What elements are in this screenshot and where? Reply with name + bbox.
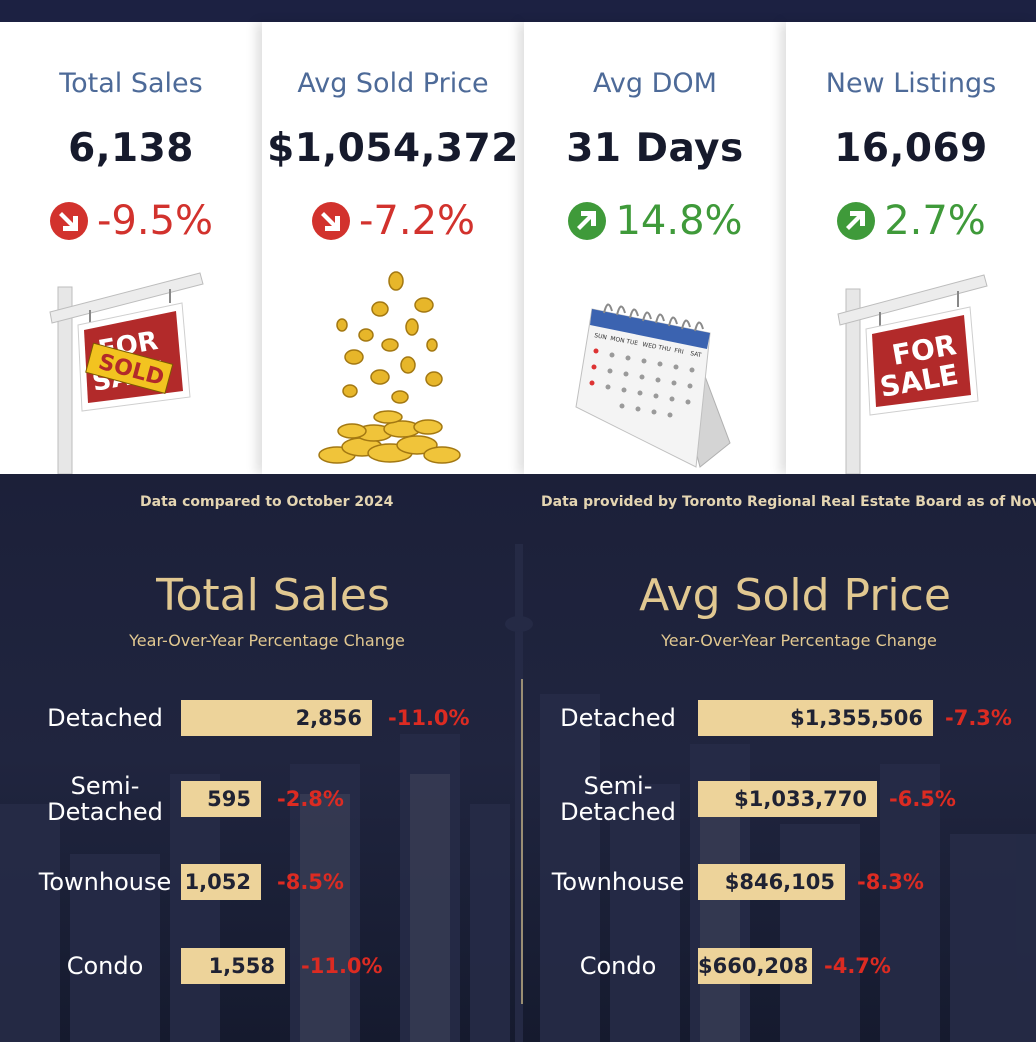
bar-change-label: -2.8% [277,787,344,811]
calendar-day-label: WED [642,341,658,351]
kpi-change-value: 2.7% [884,198,986,244]
kpi-card-avg-dom: Avg DOM 31 Days 14.8% SUN [524,22,786,474]
kpi-change: -7.2% [262,198,524,244]
bar: 2,856 [181,700,372,736]
bar-change-label: -8.5% [277,870,344,894]
kpi-value: 6,138 [68,126,194,171]
calendar-day-label: MON [610,335,625,345]
bar-category-label: Condo [66,952,144,980]
kpi-card-total-sales: Total Sales 6,138 -9.5% FOR SALE SOL [0,22,262,475]
bar-category-label: Townhouse [551,868,685,896]
bar-category-label: Semi- Detached [47,772,163,826]
bar-change-label: -7.3% [945,706,1012,730]
kpi-label: Total Sales [59,68,203,99]
kpi-change-value: -9.5% [96,198,214,244]
for-sale-illustration: FOR SALE [786,267,1036,475]
avg-price-chart-title: Avg Sold Price [639,570,951,621]
avg-price-chart-subtitle: Year-Over-Year Percentage Change [661,631,937,650]
down-arrow-icon [49,202,88,240]
breakdown-section: Data compared to October 2024 Data provi… [0,474,1036,1042]
sold-sign-illustration: FOR SALE SOLD [0,267,262,475]
calendar-illustration: SUN MON TUE WED THU FRI SAT [524,267,786,474]
kpi-label: Avg Sold Price [297,68,489,99]
up-arrow-icon [837,202,876,240]
down-arrow-icon [311,202,350,240]
for-sale-sign-icon: FOR SALE [837,274,988,475]
top-bar [0,0,1036,22]
bar: $846,105 [698,864,845,900]
total-sales-chart-subtitle: Year-Over-Year Percentage Change [129,631,405,650]
kpi-label: New Listings [825,68,997,99]
city-skyline-background [0,544,1036,1042]
bar-change-label: -11.0% [301,954,383,978]
bar-category-label: Condo [579,952,657,980]
kpi-value: 31 Days [566,126,744,171]
kpi-change-value: -7.2% [358,198,476,244]
kpi-change: 14.8% [524,198,786,244]
bar-change-label: -8.3% [857,870,924,894]
calendar-icon: SUN MON TUE WED THU FRI SAT [575,303,731,468]
bar-change-label: -11.0% [388,706,470,730]
kpi-change: -9.5% [0,198,262,244]
panel-divider [521,679,523,1004]
bar: 1,558 [181,948,285,984]
bar: $1,355,506 [698,700,933,736]
calendar-day-label: SUN [594,332,608,341]
calendar-day-label: TUE [625,338,639,347]
source-note: Data provided by Toronto Regional Real E… [541,494,1036,510]
calendar-day-label: FRI [674,347,685,356]
bar-category-label: Detached [47,704,163,732]
coins-illustration [262,267,524,474]
kpi-card-avg-sold-price: Avg Sold Price $1,054,372 -7.2% [262,22,524,474]
up-arrow-icon [568,202,607,240]
calendar-day-label: THU [657,344,672,353]
bar-category-label: Townhouse [38,868,172,896]
kpi-cards: Total Sales 6,138 -9.5% FOR SALE SOL [0,22,1036,475]
kpi-value: $1,054,372 [267,126,519,171]
calendar-day-label: SAT [690,350,703,359]
bar-category-label: Detached [560,704,676,732]
bar-change-label: -6.5% [889,787,956,811]
bar-category-label: Semi- Detached [560,772,676,826]
bar: $660,208 [698,948,812,984]
comparison-note: Data compared to October 2024 [140,494,394,510]
gold-coins-icon [318,271,461,464]
bar: $1,033,770 [698,781,877,817]
kpi-card-new-listings: New Listings 16,069 2.7% FOR SALE [786,22,1036,475]
kpi-value: 16,069 [834,126,988,171]
total-sales-chart-title: Total Sales [156,570,390,621]
kpi-change: 2.7% [786,198,1036,244]
kpi-label: Avg DOM [593,68,717,99]
for-sale-sold-sign-icon: FOR SALE SOLD [49,272,204,475]
bar: 1,052 [181,864,261,900]
bar-change-label: -4.7% [824,954,891,978]
bar: 595 [181,781,261,817]
kpi-change-value: 14.8% [615,198,743,244]
